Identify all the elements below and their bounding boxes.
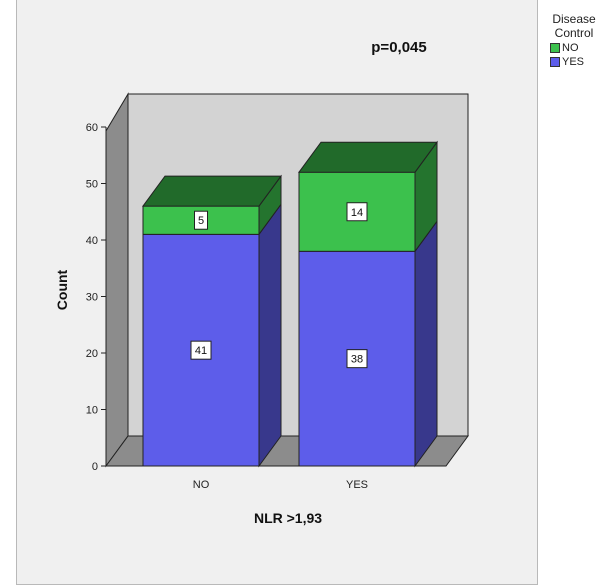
x-axis-title: NLR >1,93	[254, 510, 322, 526]
legend-item-yes: YES	[550, 56, 608, 68]
legend-swatch	[550, 57, 560, 67]
legend-items: NO YES	[540, 42, 608, 68]
x-tick-label: YES	[346, 479, 368, 491]
bar-side-no-yes	[258, 202, 282, 468]
y-tick-label: 30	[86, 292, 98, 304]
legend-label: YES	[562, 56, 585, 68]
data-label-box	[346, 349, 368, 369]
legend-title: Disease Control	[552, 12, 596, 40]
data-label-box	[190, 340, 212, 360]
y-tick-label: 40	[86, 235, 98, 247]
data-label-box	[194, 210, 208, 230]
y-axis-title: Count	[54, 269, 70, 310]
bar-side-yes-yes	[414, 219, 438, 468]
y-axis: 0 10 20 30 40 50 60	[86, 122, 107, 473]
legend-label: NO	[562, 42, 579, 54]
data-label-box	[346, 202, 368, 222]
bar-top-no	[142, 175, 282, 207]
y-tick-label: 50	[86, 179, 98, 191]
legend-item-no: NO	[550, 42, 608, 54]
x-tick-label: NO	[193, 479, 210, 491]
y-tick-label: 20	[86, 348, 98, 360]
y-tick-label: 10	[86, 405, 98, 417]
p-value-annotation: p=0,045	[371, 39, 426, 56]
x-axis: NO YES	[193, 479, 368, 491]
data-label: 41	[195, 345, 207, 357]
data-label: 5	[198, 215, 204, 227]
legend: Disease Control NO YES	[540, 12, 608, 68]
data-label: 14	[351, 207, 363, 219]
y-tick-label: 60	[86, 122, 98, 134]
side-wall	[105, 92, 129, 468]
bars: 41 5 38 14	[142, 140, 438, 468]
legend-swatch	[550, 43, 560, 53]
bar-top-yes	[298, 141, 438, 173]
data-label: 38	[351, 354, 363, 366]
y-tick-label: 0	[92, 461, 98, 473]
